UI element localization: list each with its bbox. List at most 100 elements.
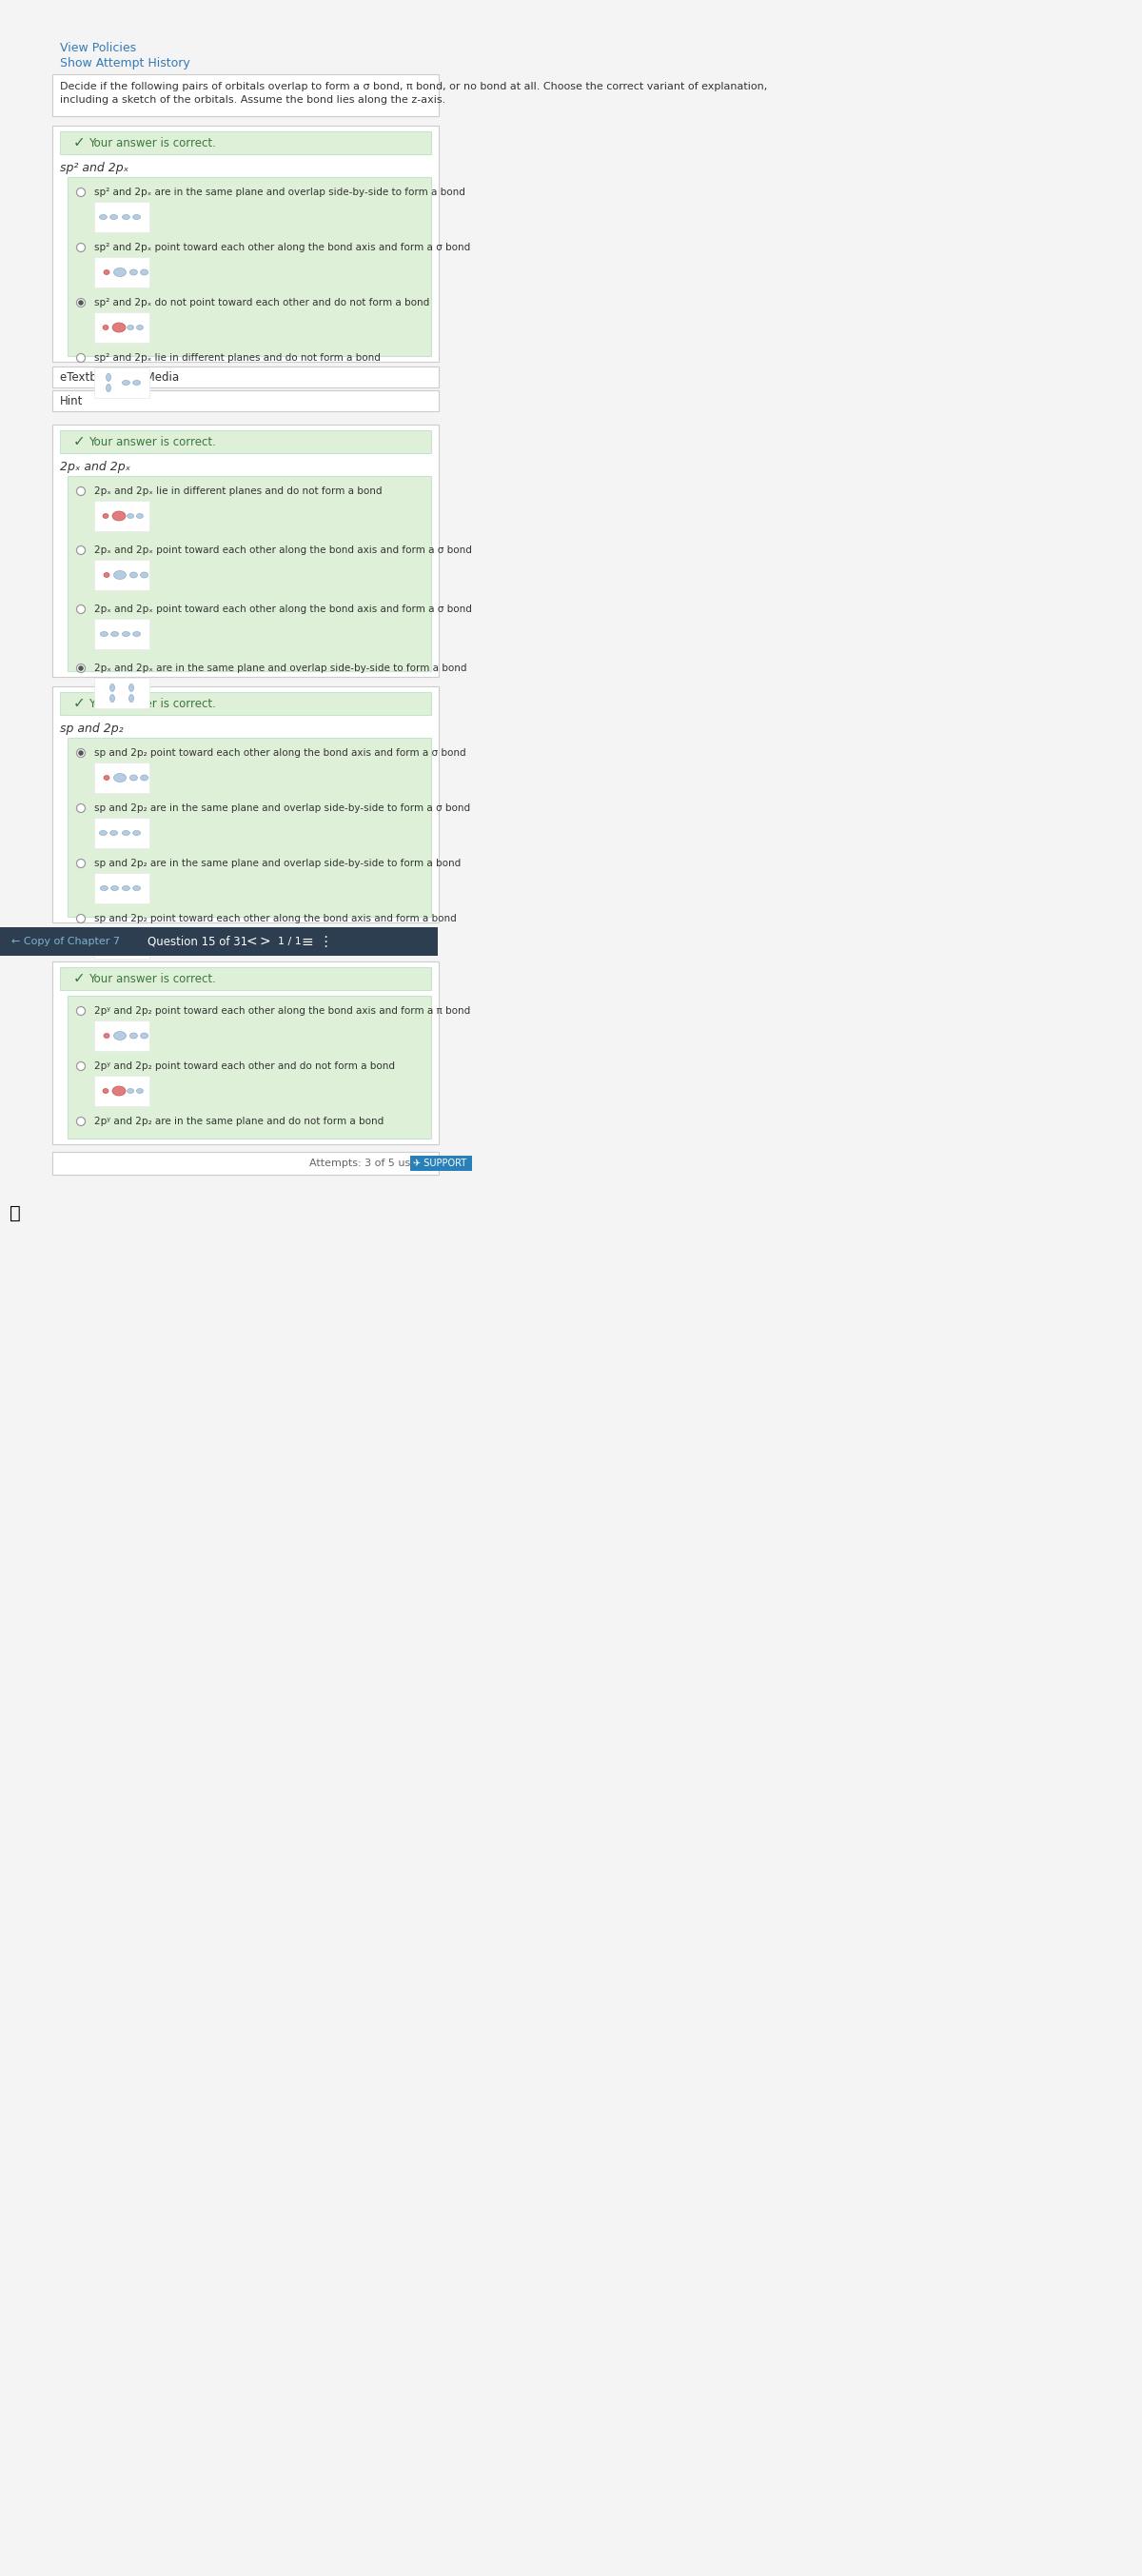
Ellipse shape [114,268,126,276]
Bar [94,1077,150,1105]
Ellipse shape [104,775,110,781]
Ellipse shape [100,631,108,636]
Circle shape [78,665,83,670]
Bar [53,1151,439,1175]
Text: sp and 2p₂ point toward each other along the bond axis and form a σ bond: sp and 2p₂ point toward each other along… [94,747,466,757]
Bar [94,201,150,232]
Text: ✈ SUPPORT: ✈ SUPPORT [413,1159,466,1167]
Text: Your answer is correct.: Your answer is correct. [89,971,216,984]
Ellipse shape [129,696,134,703]
Text: 2pʸ and 2p₂ point toward each other and do not form a bond: 2pʸ and 2p₂ point toward each other and … [94,1061,395,1072]
Ellipse shape [140,775,148,781]
Ellipse shape [111,631,119,636]
Text: sp² and 2pₓ: sp² and 2pₓ [61,162,129,175]
Ellipse shape [140,1033,148,1038]
Bar [67,477,432,672]
Bar [94,618,150,649]
Bar [53,366,439,386]
Text: sp² and 2pₓ point toward each other along the bond axis and form a σ bond: sp² and 2pₓ point toward each other alon… [94,242,471,252]
Text: sp and 2p₂ are in the same plane and overlap side-by-side to form a σ bond: sp and 2p₂ are in the same plane and ove… [94,804,471,814]
Ellipse shape [111,886,119,891]
Text: sp² and 2pₓ are in the same plane and overlap side-by-side to form a bond: sp² and 2pₓ are in the same plane and ov… [94,188,465,196]
Ellipse shape [127,513,134,518]
Bar [61,430,432,453]
Bar [53,75,439,116]
Ellipse shape [132,214,140,219]
Ellipse shape [137,513,143,518]
Bar [94,312,150,343]
Text: ≡: ≡ [300,935,313,948]
Ellipse shape [100,886,108,891]
Ellipse shape [122,381,130,384]
Ellipse shape [122,940,130,945]
Bar [94,258,150,289]
Text: 2pₓ and 2pₓ: 2pₓ and 2pₓ [61,461,130,474]
Bar [53,685,439,922]
Ellipse shape [114,773,126,783]
Ellipse shape [137,325,143,330]
Bar [61,966,432,989]
Ellipse shape [122,631,130,636]
Text: sp² and 2pₓ lie in different planes and do not form a bond: sp² and 2pₓ lie in different planes and … [94,353,380,363]
Circle shape [77,188,86,196]
Text: Show Attempt History: Show Attempt History [61,57,190,70]
Bar [0,927,437,956]
Ellipse shape [140,572,148,577]
Circle shape [77,546,86,554]
Circle shape [78,750,83,755]
Circle shape [77,487,86,495]
Bar [53,126,439,361]
Text: ⋮: ⋮ [317,935,332,948]
Text: Your answer is correct.: Your answer is correct. [89,698,216,708]
Text: Your answer is correct.: Your answer is correct. [89,137,216,149]
Text: <: < [246,935,257,948]
Ellipse shape [103,325,108,330]
Ellipse shape [132,940,140,945]
Bar [94,368,150,397]
Text: 2pʸ and 2p₂ point toward each other along the bond axis and form a π bond: 2pʸ and 2p₂ point toward each other alon… [94,1007,471,1015]
Circle shape [77,914,86,922]
Ellipse shape [137,1090,143,1092]
Text: 2pʸ and 2p₂ are in the same plane and do not form a bond: 2pʸ and 2p₂ are in the same plane and do… [94,1115,384,1126]
Bar [61,131,432,155]
Ellipse shape [110,696,114,703]
Text: 🍪: 🍪 [9,1203,21,1224]
Text: sp² and 2pₓ do not point toward each other and do not form a bond: sp² and 2pₓ do not point toward each oth… [94,299,429,307]
Bar [94,873,150,904]
Text: 2pₓ and 2pₓ point toward each other along the bond axis and form a σ bond: 2pₓ and 2pₓ point toward each other alon… [94,546,472,554]
Ellipse shape [104,572,110,577]
Text: 2pₓ and 2pₓ are in the same plane and overlap side-by-side to form a bond: 2pₓ and 2pₓ are in the same plane and ov… [94,665,467,672]
Text: >: > [259,935,270,948]
Ellipse shape [132,886,140,891]
Ellipse shape [132,631,140,636]
Circle shape [77,605,86,613]
Bar [94,677,150,708]
Circle shape [77,750,86,757]
Text: ✓: ✓ [73,971,86,987]
Ellipse shape [106,374,111,381]
Text: 2pₓ and 2pₓ point toward each other along the bond axis and form a σ bond: 2pₓ and 2pₓ point toward each other alon… [94,605,472,613]
Ellipse shape [114,1030,126,1041]
Bar [67,737,432,917]
Ellipse shape [100,940,108,945]
Ellipse shape [104,1033,110,1038]
Text: eTextbook and Media: eTextbook and Media [61,371,179,384]
Ellipse shape [110,683,114,690]
Ellipse shape [122,214,130,219]
Circle shape [77,665,86,672]
Bar [53,425,439,677]
Bar [94,927,150,958]
Text: Question 15 of 31: Question 15 of 31 [147,935,248,948]
Circle shape [77,353,86,363]
Circle shape [77,1007,86,1015]
Bar [67,997,432,1139]
Ellipse shape [132,829,140,835]
Text: 1 / 1: 1 / 1 [278,938,301,945]
Ellipse shape [122,829,130,835]
Ellipse shape [130,1033,137,1038]
Bar [410,1157,472,1172]
Ellipse shape [110,214,118,219]
Bar [53,961,439,1144]
Ellipse shape [104,270,110,276]
Text: Attempts: 3 of 5 used: Attempts: 3 of 5 used [309,1159,424,1167]
